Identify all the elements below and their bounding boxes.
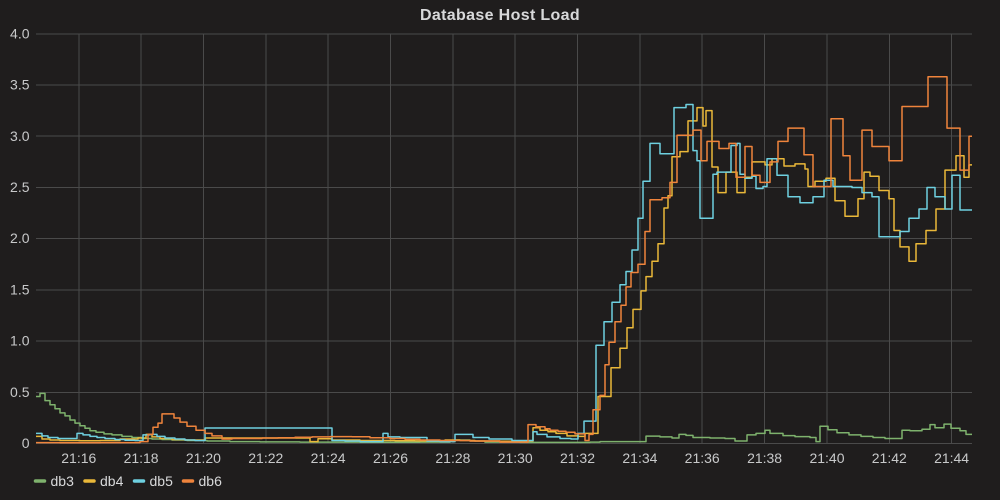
svg-text:21:38: 21:38 — [747, 450, 782, 466]
svg-text:4.0: 4.0 — [10, 25, 30, 41]
svg-text:3.5: 3.5 — [10, 77, 30, 93]
svg-text:1.5: 1.5 — [10, 281, 30, 297]
svg-text:0: 0 — [22, 435, 30, 451]
svg-text:21:20: 21:20 — [186, 450, 221, 466]
svg-text:21:28: 21:28 — [435, 450, 470, 466]
svg-text:21:30: 21:30 — [498, 450, 533, 466]
svg-text:21:36: 21:36 — [685, 450, 720, 466]
svg-text:db6: db6 — [199, 473, 223, 489]
svg-text:21:34: 21:34 — [622, 450, 657, 466]
svg-text:3.0: 3.0 — [10, 128, 30, 144]
svg-text:db3: db3 — [51, 473, 75, 489]
svg-text:21:18: 21:18 — [124, 450, 159, 466]
svg-text:2.5: 2.5 — [10, 179, 30, 195]
svg-text:21:24: 21:24 — [311, 450, 346, 466]
svg-text:Database Host Load: Database Host Load — [420, 7, 580, 24]
svg-text:21:42: 21:42 — [872, 450, 907, 466]
svg-text:db4: db4 — [100, 473, 124, 489]
svg-text:21:32: 21:32 — [560, 450, 595, 466]
svg-text:1.0: 1.0 — [10, 333, 30, 349]
svg-text:db5: db5 — [150, 473, 174, 489]
svg-text:0.5: 0.5 — [10, 384, 30, 400]
svg-text:21:40: 21:40 — [809, 450, 844, 466]
svg-text:21:22: 21:22 — [248, 450, 283, 466]
svg-text:21:44: 21:44 — [934, 450, 969, 466]
svg-text:21:26: 21:26 — [373, 450, 408, 466]
svg-text:2.0: 2.0 — [10, 230, 30, 246]
svg-text:21:16: 21:16 — [61, 450, 96, 466]
